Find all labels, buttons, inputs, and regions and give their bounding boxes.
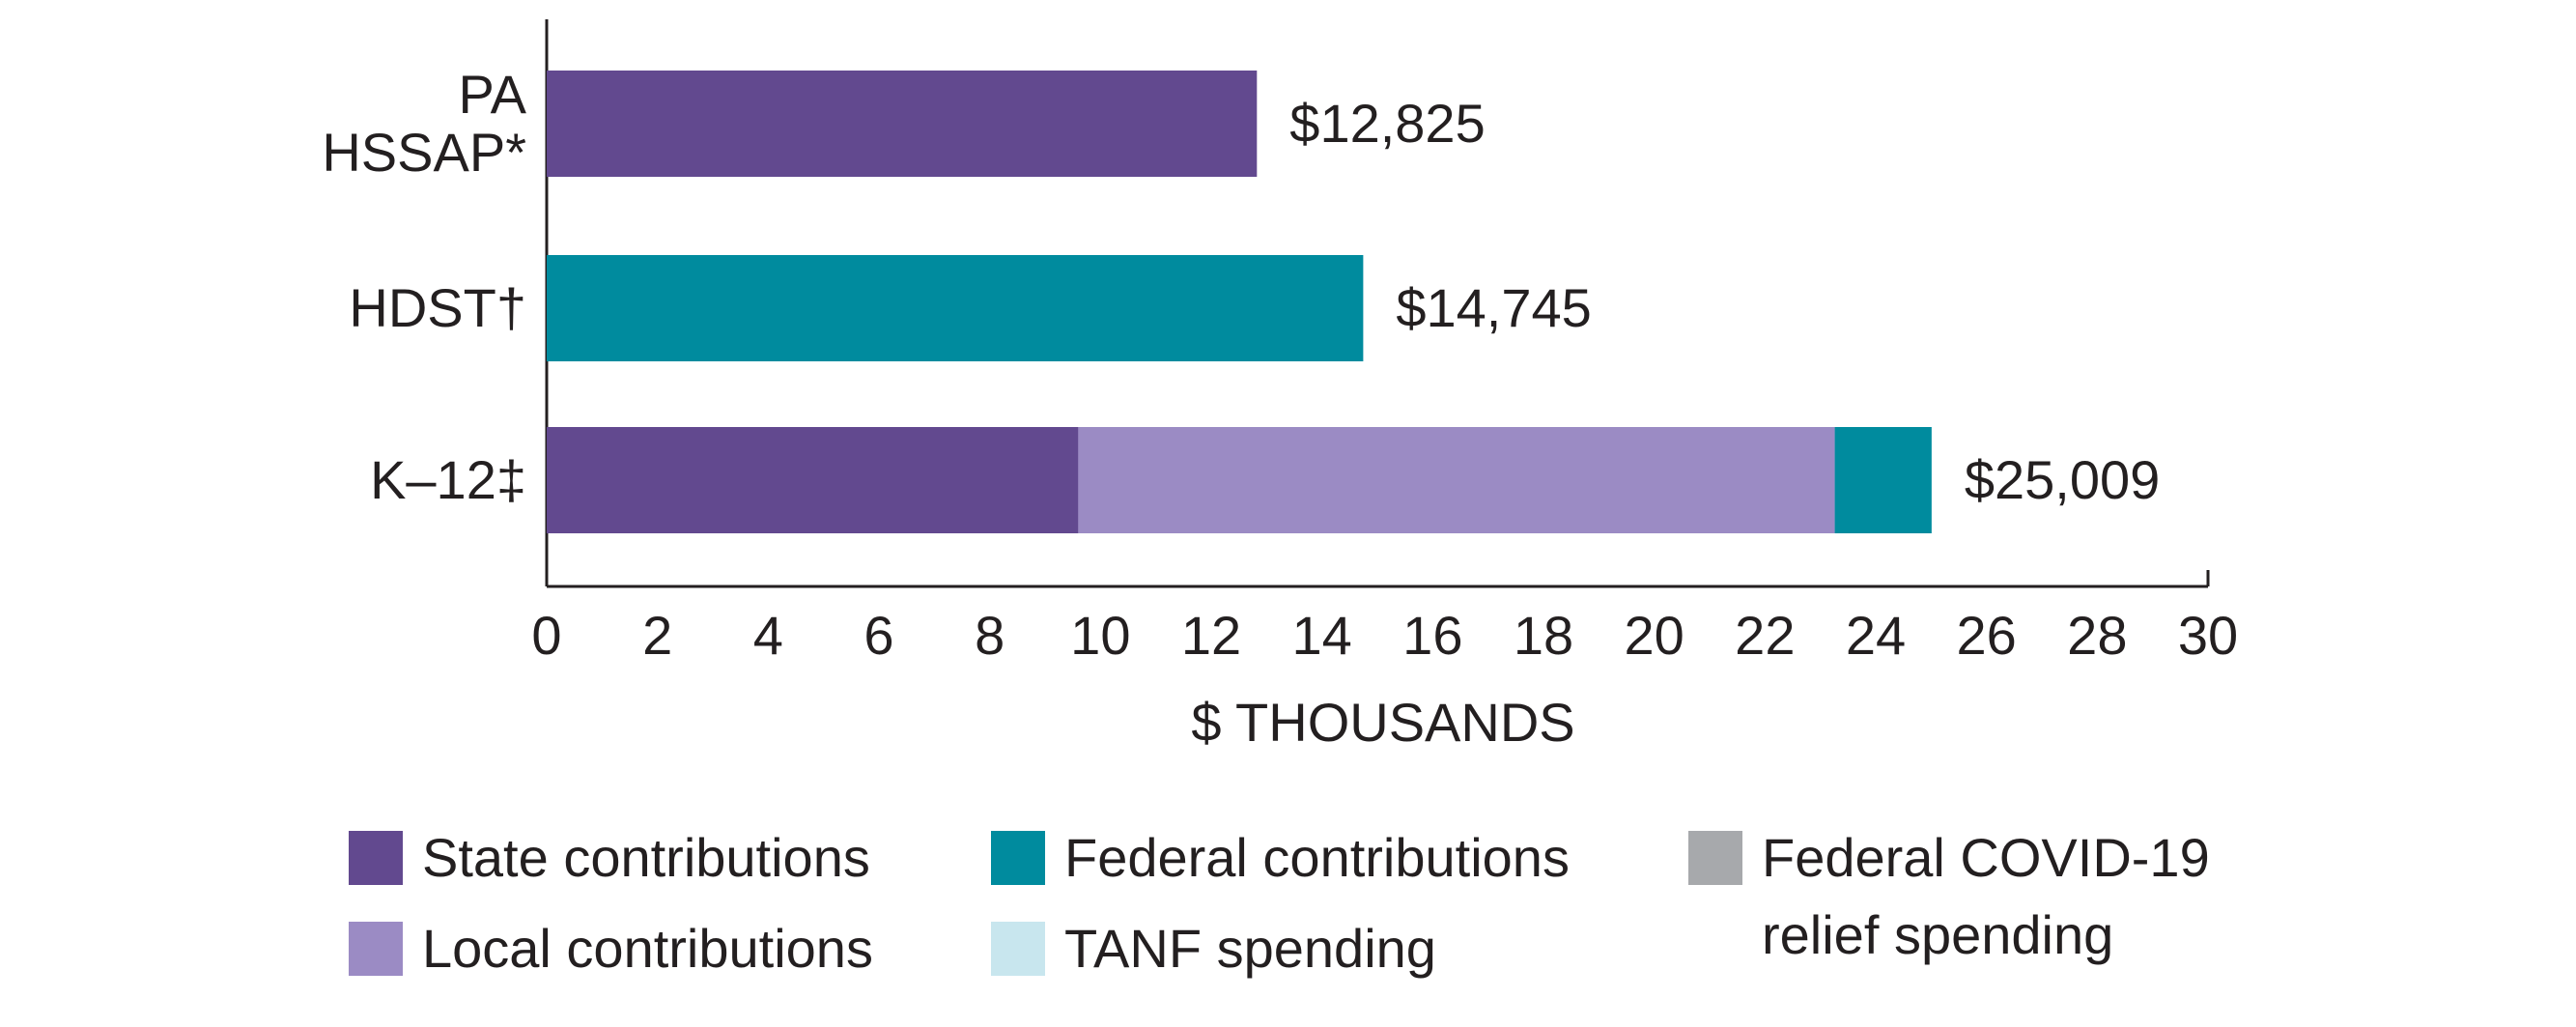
legend-item: TANF spending <box>991 910 1721 987</box>
legend-label: TANF spending <box>1064 918 1436 979</box>
bar-segment <box>547 427 1079 533</box>
legend-label: Federal contributions <box>1064 827 1570 888</box>
legend-label: Local contributions <box>422 918 873 979</box>
x-tick-label: 30 <box>2178 605 2238 666</box>
bar-segment <box>1078 427 1835 533</box>
x-tick-label: 16 <box>1402 605 1462 666</box>
x-tick-label: 10 <box>1070 605 1130 666</box>
x-tick-label: 4 <box>753 605 783 666</box>
bar-segment <box>547 255 1364 361</box>
legend-swatch <box>349 922 403 976</box>
total-label: $25,009 <box>1965 449 2160 510</box>
x-tick-label: 20 <box>1625 605 1684 666</box>
bar-segment <box>547 71 1258 177</box>
total-label: $12,825 <box>1289 93 1485 154</box>
legend-item: Federal COVID-19 relief spending <box>1688 819 2303 974</box>
x-tick-label: 24 <box>1846 605 1906 666</box>
legend-swatch <box>1688 831 1742 885</box>
legend-swatch <box>991 831 1045 885</box>
x-axis-title: $ THOUSANDS <box>1191 692 1574 753</box>
x-tick-label: 26 <box>1957 605 2017 666</box>
y-tick-label: PA HSSAP* <box>322 64 526 183</box>
x-tick-label: 2 <box>642 605 672 666</box>
legend-label: Federal COVID-19 relief spending <box>1762 827 2210 965</box>
x-tick-label: 22 <box>1735 605 1795 666</box>
x-tick-label: 14 <box>1292 605 1352 666</box>
x-tick-label: 8 <box>975 605 1005 666</box>
total-label: $14,745 <box>1396 277 1591 338</box>
x-tick-label: 6 <box>863 605 893 666</box>
legend-label: State contributions <box>422 827 870 888</box>
legend-item: Local contributions <box>349 910 1079 987</box>
legend-item: State contributions <box>349 819 1079 897</box>
x-tick-label: 18 <box>1514 605 1573 666</box>
bar-segment <box>1834 427 1932 533</box>
legend-swatch <box>991 922 1045 976</box>
x-tick-label: 12 <box>1181 605 1241 666</box>
x-tick-label: 0 <box>531 605 561 666</box>
y-tick-label: K–12‡ <box>370 449 526 510</box>
legend-item: Federal contributions <box>991 819 1721 897</box>
legend-swatch <box>349 831 403 885</box>
x-tick-label: 28 <box>2067 605 2127 666</box>
y-tick-label: HDST† <box>349 277 526 338</box>
